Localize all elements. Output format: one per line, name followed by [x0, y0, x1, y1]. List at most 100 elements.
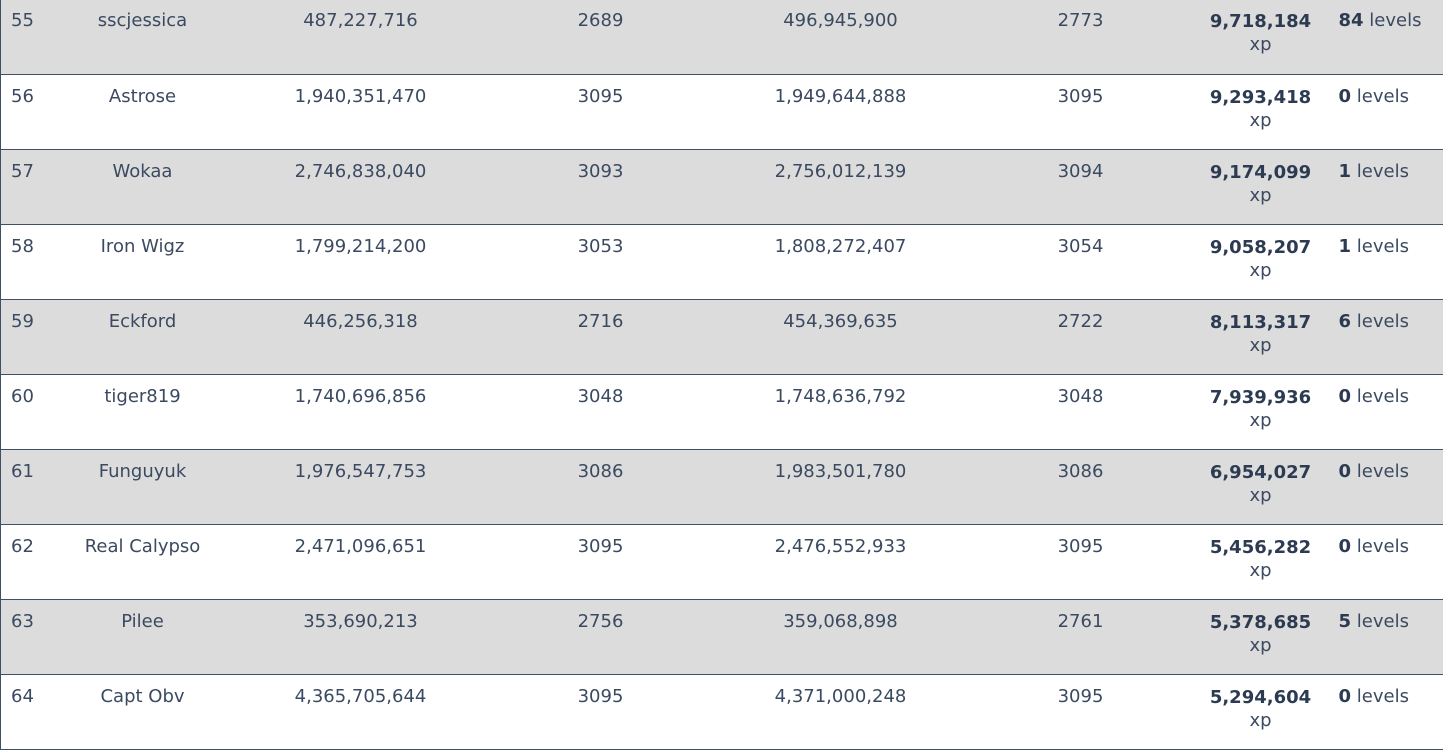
- levels-gained-cell: 84 levels: [1321, 0, 1443, 74]
- player-name-link[interactable]: Astrose: [45, 74, 241, 149]
- levels-gained-unit: levels: [1357, 461, 1409, 482]
- rank-cell: 56: [1, 74, 45, 149]
- player-name-link[interactable]: Pilee: [45, 599, 241, 674]
- levels-gained-value: 1: [1339, 161, 1352, 182]
- xp-gained-value: 9,718,184: [1201, 10, 1321, 33]
- xp-gained-value: 8,113,317: [1201, 311, 1321, 334]
- rank-cell: 64: [1, 674, 45, 749]
- start-xp-cell: 1,976,547,753: [241, 449, 481, 524]
- end-level-cell: 3054: [961, 224, 1201, 299]
- levels-gained-unit: levels: [1357, 86, 1409, 107]
- end-xp-cell: 1,949,644,888: [721, 74, 961, 149]
- start-xp-cell: 1,799,214,200: [241, 224, 481, 299]
- table-row[interactable]: 61 Funguyuk 1,976,547,753 3086 1,983,501…: [1, 449, 1443, 524]
- start-xp-cell: 353,690,213: [241, 599, 481, 674]
- levels-gained-unit: levels: [1357, 311, 1409, 332]
- table-row[interactable]: 57 Wokaa 2,746,838,040 3093 2,756,012,13…: [1, 149, 1443, 224]
- player-name-link[interactable]: tiger819: [45, 374, 241, 449]
- rank-cell: 57: [1, 149, 45, 224]
- end-xp-cell: 1,748,636,792: [721, 374, 961, 449]
- levels-gained-value: 0: [1339, 461, 1352, 482]
- levels-gained-value: 0: [1339, 686, 1352, 707]
- levels-gained-unit: levels: [1357, 686, 1409, 707]
- start-xp-cell: 2,746,838,040: [241, 149, 481, 224]
- xp-gained-value: 5,294,604: [1201, 686, 1321, 709]
- levels-gained-cell: 0 levels: [1321, 74, 1443, 149]
- start-xp-cell: 487,227,716: [241, 0, 481, 74]
- xp-gained-unit: xp: [1201, 409, 1321, 432]
- levels-gained-value: 6: [1339, 311, 1352, 332]
- levels-gained-cell: 6 levels: [1321, 299, 1443, 374]
- end-level-cell: 3048: [961, 374, 1201, 449]
- player-name-link[interactable]: Funguyuk: [45, 449, 241, 524]
- start-level-cell: 2716: [481, 299, 721, 374]
- end-xp-cell: 1,983,501,780: [721, 449, 961, 524]
- levels-gained-value: 5: [1339, 611, 1352, 632]
- end-xp-cell: 454,369,635: [721, 299, 961, 374]
- table-row[interactable]: 63 Pilee 353,690,213 2756 359,068,898 27…: [1, 599, 1443, 674]
- table-row[interactable]: 55 sscjessica 487,227,716 2689 496,945,9…: [1, 0, 1443, 74]
- table-row[interactable]: 62 Real Calypso 2,471,096,651 3095 2,476…: [1, 524, 1443, 599]
- rank-cell: 59: [1, 299, 45, 374]
- levels-gained-value: 0: [1339, 86, 1352, 107]
- xp-gained-unit: xp: [1201, 709, 1321, 732]
- end-xp-cell: 4,371,000,248: [721, 674, 961, 749]
- table-row[interactable]: 60 tiger819 1,740,696,856 3048 1,748,636…: [1, 374, 1443, 449]
- player-name-link[interactable]: Real Calypso: [45, 524, 241, 599]
- levels-gained-value: 0: [1339, 386, 1352, 407]
- levels-gained-unit: levels: [1357, 386, 1409, 407]
- levels-gained-cell: 0 levels: [1321, 674, 1443, 749]
- end-level-cell: 3095: [961, 674, 1201, 749]
- start-xp-cell: 1,940,351,470: [241, 74, 481, 149]
- table-row[interactable]: 64 Capt Obv 4,365,705,644 3095 4,371,000…: [1, 674, 1443, 749]
- levels-gained-cell: 1 levels: [1321, 149, 1443, 224]
- player-name-link[interactable]: Eckford: [45, 299, 241, 374]
- levels-gained-cell: 5 levels: [1321, 599, 1443, 674]
- xp-gained-value: 9,058,207: [1201, 236, 1321, 259]
- rank-cell: 58: [1, 224, 45, 299]
- xp-gained-value: 5,378,685: [1201, 611, 1321, 634]
- start-level-cell: 3093: [481, 149, 721, 224]
- start-level-cell: 3086: [481, 449, 721, 524]
- levels-gained-unit: levels: [1357, 536, 1409, 557]
- table-row[interactable]: 59 Eckford 446,256,318 2716 454,369,635 …: [1, 299, 1443, 374]
- player-name-link[interactable]: Capt Obv: [45, 674, 241, 749]
- xp-gained-value: 5,456,282: [1201, 536, 1321, 559]
- end-level-cell: 3095: [961, 74, 1201, 149]
- end-level-cell: 3094: [961, 149, 1201, 224]
- start-xp-cell: 446,256,318: [241, 299, 481, 374]
- start-xp-cell: 1,740,696,856: [241, 374, 481, 449]
- rank-cell: 61: [1, 449, 45, 524]
- xp-gained-unit: xp: [1201, 334, 1321, 357]
- levels-gained-value: 1: [1339, 236, 1352, 257]
- start-level-cell: 3095: [481, 74, 721, 149]
- start-level-cell: 2756: [481, 599, 721, 674]
- start-level-cell: 3053: [481, 224, 721, 299]
- xp-gained-unit: xp: [1201, 109, 1321, 132]
- xp-gained-unit: xp: [1201, 559, 1321, 582]
- levels-gained-cell: 0 levels: [1321, 449, 1443, 524]
- end-xp-cell: 2,756,012,139: [721, 149, 961, 224]
- end-xp-cell: 359,068,898: [721, 599, 961, 674]
- xp-gained-unit: xp: [1201, 259, 1321, 282]
- start-xp-cell: 4,365,705,644: [241, 674, 481, 749]
- player-name-link[interactable]: Iron Wigz: [45, 224, 241, 299]
- levels-gained-value: 0: [1339, 536, 1352, 557]
- table-row[interactable]: 58 Iron Wigz 1,799,214,200 3053 1,808,27…: [1, 224, 1443, 299]
- levels-gained-unit: levels: [1357, 236, 1409, 257]
- xp-gained-unit: xp: [1201, 484, 1321, 507]
- player-name-link[interactable]: sscjessica: [45, 0, 241, 74]
- player-name-link[interactable]: Wokaa: [45, 149, 241, 224]
- table-row[interactable]: 56 Astrose 1,940,351,470 3095 1,949,644,…: [1, 74, 1443, 149]
- levels-gained-unit: levels: [1357, 611, 1409, 632]
- levels-gained-value: 84: [1339, 10, 1364, 31]
- xp-gained-unit: xp: [1201, 33, 1321, 56]
- start-level-cell: 3095: [481, 674, 721, 749]
